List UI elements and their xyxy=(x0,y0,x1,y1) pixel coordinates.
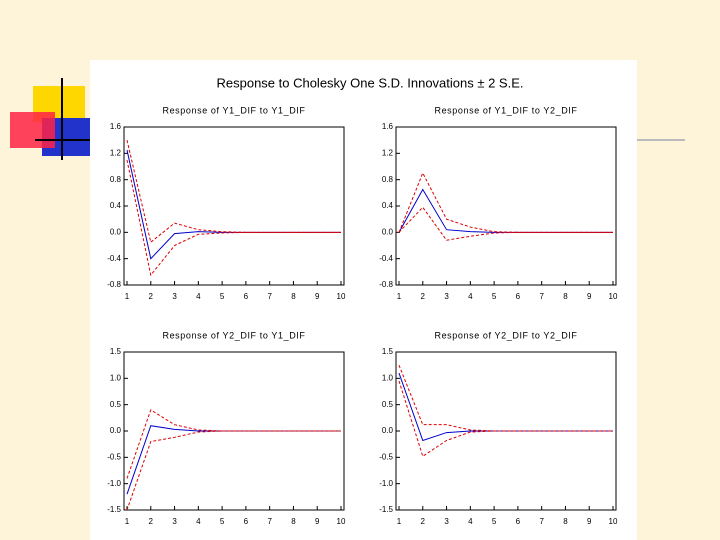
x-tick-label: 8 xyxy=(563,517,568,526)
x-tick-label: 8 xyxy=(291,517,296,526)
y-tick-label: 0.0 xyxy=(382,426,394,435)
y-tick-label: -0.4 xyxy=(379,254,393,263)
x-tick-label: 7 xyxy=(539,292,544,301)
x-tick-label: 1 xyxy=(125,517,130,526)
y-tick-label: -1.0 xyxy=(107,479,121,488)
x-tick-label: 4 xyxy=(196,292,201,301)
y-tick-label: 0.0 xyxy=(110,227,122,236)
decor-red xyxy=(10,112,55,148)
y-tick-label: 1.6 xyxy=(382,122,394,131)
x-tick-label: 9 xyxy=(587,517,592,526)
y-tick-label: 1.2 xyxy=(382,148,394,157)
x-tick-label: 2 xyxy=(149,292,154,301)
x-tick-label: 3 xyxy=(172,517,177,526)
chart-title: Response of Y2_DIF to Y1_DIF xyxy=(162,330,305,340)
x-tick-label: 3 xyxy=(172,292,177,301)
y-tick-label: 1.5 xyxy=(110,347,122,356)
y-tick-label: -1.0 xyxy=(379,479,393,488)
x-tick-label: 6 xyxy=(516,292,521,301)
y-tick-label: 0.5 xyxy=(110,400,122,409)
chart-title: Response of Y1_DIF to Y1_DIF xyxy=(162,105,305,115)
y-tick-label: 0.0 xyxy=(382,227,394,236)
series-line xyxy=(398,171,613,233)
x-tick-label: 10 xyxy=(609,292,618,301)
y-tick-label: -0.5 xyxy=(379,452,393,461)
series-line xyxy=(126,159,341,277)
x-tick-label: 9 xyxy=(315,292,320,301)
x-tick-label: 8 xyxy=(291,292,296,301)
y-tick-label: 0.4 xyxy=(382,201,394,210)
x-tick-label: 6 xyxy=(516,517,521,526)
y-tick-label: 0.5 xyxy=(382,400,394,409)
x-tick-label: 1 xyxy=(125,292,130,301)
y-tick-label: 1.6 xyxy=(110,122,122,131)
x-tick-label: 8 xyxy=(563,292,568,301)
x-tick-label: 6 xyxy=(244,292,249,301)
x-tick-label: 6 xyxy=(244,517,249,526)
x-tick-label: 2 xyxy=(421,292,426,301)
x-tick-label: 4 xyxy=(468,517,473,526)
x-tick-label: 9 xyxy=(315,517,320,526)
x-tick-label: 5 xyxy=(492,517,497,526)
y-tick-label: -0.4 xyxy=(107,254,121,263)
x-tick-label: 4 xyxy=(468,292,473,301)
x-tick-label: 9 xyxy=(587,292,592,301)
x-tick-label: 2 xyxy=(149,517,154,526)
series-line xyxy=(126,140,341,244)
y-tick-label: 1.0 xyxy=(382,373,394,382)
x-tick-label: 10 xyxy=(337,292,346,301)
chart-title: Response of Y2_DIF to Y2_DIF xyxy=(434,330,577,340)
y-tick-label: -0.8 xyxy=(107,280,121,289)
x-tick-label: 10 xyxy=(609,517,618,526)
chart-title: Response of Y1_DIF to Y2_DIF xyxy=(434,105,577,115)
x-tick-label: 7 xyxy=(267,517,272,526)
x-tick-label: 3 xyxy=(444,517,449,526)
y-tick-label: 0.8 xyxy=(382,175,394,184)
y-tick-label: -0.5 xyxy=(107,452,121,461)
y-tick-label: -1.5 xyxy=(107,505,121,514)
series-line xyxy=(398,206,613,241)
x-tick-label: 2 xyxy=(421,517,426,526)
x-tick-label: 5 xyxy=(220,517,225,526)
x-tick-label: 1 xyxy=(397,517,402,526)
y-tick-label: -0.8 xyxy=(379,280,393,289)
series-line xyxy=(126,430,341,511)
y-tick-label: 1.2 xyxy=(110,148,122,157)
series-line xyxy=(398,364,613,432)
y-tick-label: 1.5 xyxy=(382,347,394,356)
x-tick-label: 1 xyxy=(397,292,402,301)
y-tick-label: 0.0 xyxy=(110,426,122,435)
x-tick-label: 5 xyxy=(492,292,497,301)
x-tick-label: 5 xyxy=(220,292,225,301)
y-tick-label: 0.4 xyxy=(110,201,122,210)
figure-panel xyxy=(90,60,637,540)
figure-title: Response to Cholesky One S.D. Innovation… xyxy=(216,75,523,90)
x-tick-label: 4 xyxy=(196,517,201,526)
x-tick-label: 7 xyxy=(267,292,272,301)
x-tick-label: 3 xyxy=(444,292,449,301)
x-tick-label: 7 xyxy=(539,517,544,526)
y-tick-label: 0.8 xyxy=(110,175,122,184)
x-tick-label: 10 xyxy=(337,517,346,526)
y-tick-label: -1.5 xyxy=(379,505,393,514)
y-tick-label: 1.0 xyxy=(110,373,122,382)
